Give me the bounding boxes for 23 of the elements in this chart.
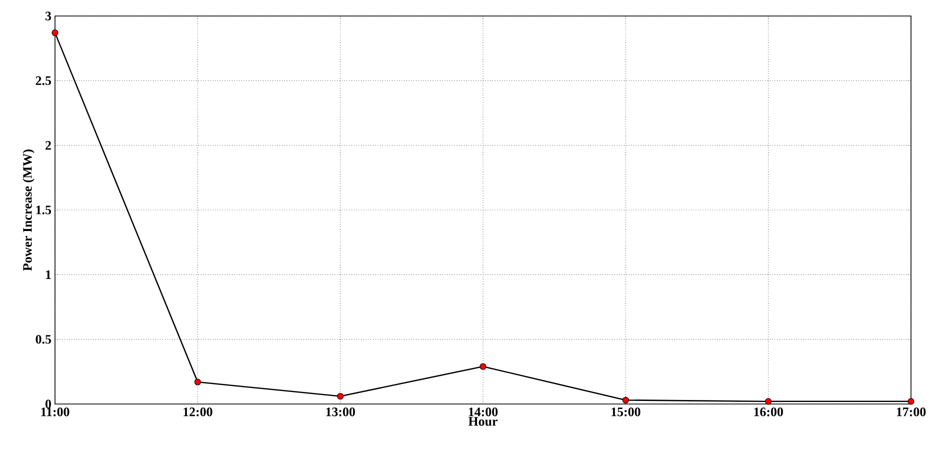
- x-axis-title: Hour: [468, 417, 498, 426]
- y-tick-label: 1.5: [36, 206, 52, 214]
- point: [480, 363, 486, 370]
- point: [52, 30, 58, 36]
- y-axis-title: Power Increase (MW): [22, 150, 34, 271]
- point: [337, 392, 344, 400]
- y-tick-label: 0.5: [36, 334, 52, 344]
- y-tick-label: 0: [46, 400, 51, 408]
- point: [765, 398, 772, 405]
- x-tick-label: 16:00: [754, 408, 783, 416]
- x-tick-label: 13:00: [326, 408, 355, 416]
- x-tick-label: 14:00: [468, 408, 498, 416]
- point: [908, 398, 914, 405]
- point: [194, 378, 201, 386]
- point: [622, 396, 629, 404]
- x-tick-label: 15:00: [612, 408, 640, 416]
- y-tick-label: 1: [46, 270, 51, 279]
- x-tick-label: 11:00: [41, 408, 70, 416]
- x-tick-label: 12:00: [184, 408, 212, 416]
- y-tick-label: 2: [46, 141, 51, 150]
- y-tick-label: 3: [45, 12, 52, 20]
- x-tick-label: 17:00: [896, 408, 926, 416]
- y-tick-label: 2.5: [36, 76, 52, 86]
